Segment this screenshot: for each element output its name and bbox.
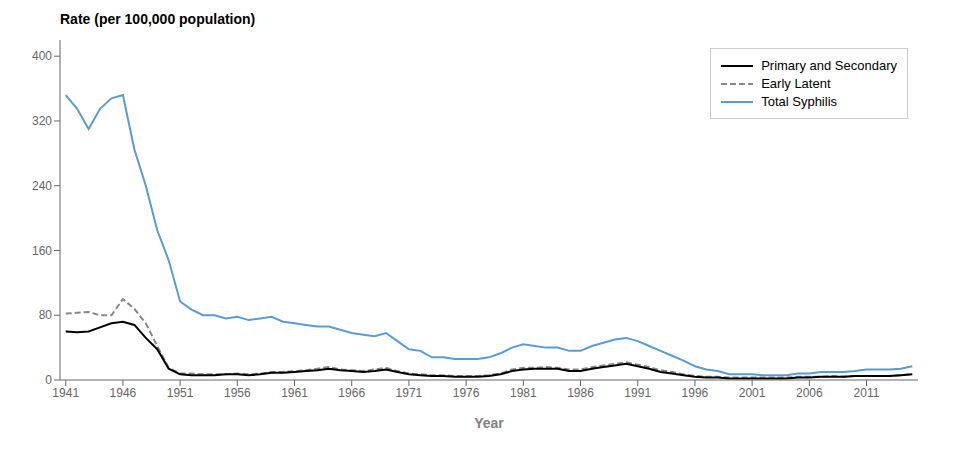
svg-text:Year: Year [474,415,504,431]
html-text:Primary and Secondary: Primary and Secondary [761,58,897,73]
svg-text:1956: 1956 [224,386,251,400]
svg-text:1966: 1966 [338,386,365,400]
svg-text:1946: 1946 [110,386,137,400]
html-text:Total Syphilis: Total Syphilis [761,94,837,109]
svg-text:240: 240 [32,179,52,193]
svg-text:80: 80 [39,308,53,322]
svg-text:1991: 1991 [624,386,651,400]
svg-text:2011: 2011 [854,386,880,400]
html-text:Early Latent: Early Latent [761,76,831,91]
svg-text:1961: 1961 [281,386,308,400]
svg-text:1976: 1976 [453,386,480,400]
svg-text:1996: 1996 [682,386,709,400]
svg-text:1951: 1951 [167,386,194,400]
svg-text:2006: 2006 [796,386,823,400]
svg-text:160: 160 [32,244,52,258]
svg-text:320: 320 [32,114,52,128]
svg-text:1941: 1941 [52,386,79,400]
html-text:Rate (per 100,000 population): Rate (per 100,000 population) [60,11,256,27]
svg-text:400: 400 [32,49,52,63]
svg-text:1971: 1971 [396,386,423,400]
svg-text:1981: 1981 [510,386,537,400]
svg-text:2001: 2001 [739,386,766,400]
svg-text:1986: 1986 [567,386,594,400]
svg-text:0: 0 [45,373,52,387]
